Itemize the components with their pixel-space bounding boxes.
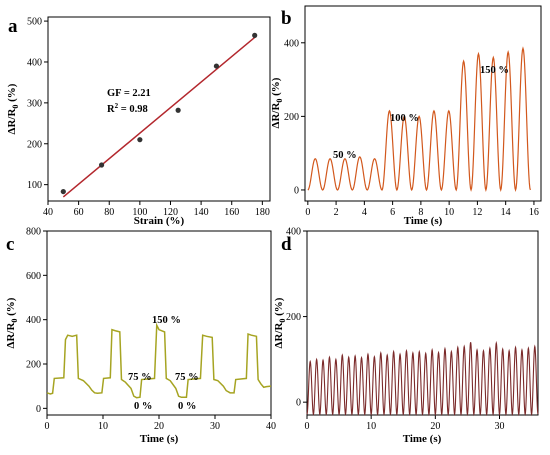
panel-c-x-tick-label: 30 [210, 421, 220, 432]
panel-c-data [46, 322, 272, 399]
panel-c-y-tick-label: 200 [26, 360, 41, 371]
panel-c-annotation-0-first: 0 % [134, 401, 152, 412]
panel-a-plot-frame [47, 16, 271, 202]
panel-a-data-point [137, 137, 143, 143]
panel-b-x-tick-label: 8 [418, 207, 423, 218]
panel-a-data-point [213, 63, 220, 69]
panel-c-x-tick-label: 40 [266, 421, 276, 432]
panel-a-x-axis: 40 60 80 100 120 140 160 180 [43, 201, 270, 218]
panel-d-series-line [306, 340, 539, 417]
panel-c-step-strain-response: c 0 10 20 30 40 0 200 400 600 800 Time (s) ΔR/R0… [5, 227, 276, 446]
panel-a-x-tick-label: 80 [104, 207, 114, 218]
panel-c-annotation-75-second: 75 % [175, 372, 199, 383]
panel-a-x-tick-label: 100 [132, 207, 147, 218]
panel-b-x-tick-label: 6 [390, 207, 395, 218]
panel-d-x-axis: 0 10 20 30 [305, 415, 505, 432]
panel-a-x-axis-title: Strain (%) [134, 215, 185, 227]
panel-d-y-tick-label: 400 [286, 227, 301, 238]
panel-b-data [307, 46, 531, 193]
panel-c-letter: c [6, 234, 14, 255]
panel-c-annotation-0-second: 0 % [178, 401, 196, 412]
panel-c-y-axis-title: ΔR/R0 (%) [5, 297, 19, 348]
panel-c-series-line [46, 322, 272, 399]
panel-c-y-tick-label: 800 [26, 227, 41, 238]
panel-c-y-axis: 0 200 400 600 800 [26, 227, 47, 415]
panel-a-y-tick-label: 400 [27, 57, 42, 68]
panel-b-cyclic-strain-response: b 0 2 4 6 8 10 12 14 16 0 200 400 Time (s) ΔR/R0 (… [270, 5, 542, 227]
panel-c-annotation-75-first: 75 % [128, 372, 152, 383]
panel-d-y-axis-title: ΔR/R0 (%) [273, 297, 287, 348]
panel-b-x-tick-label: 14 [501, 207, 511, 218]
panel-d-long-cycling-response: d 0 10 20 30 0 200 400 Time (s) ΔR/R0 (%) [273, 227, 539, 445]
panel-d-x-axis-title: Time (s) [403, 433, 442, 445]
panel-a-y-axis: 100 200 300 400 500 [27, 17, 48, 191]
panel-b-x-tick-label: 0 [305, 207, 310, 218]
panel-a-data-point [98, 162, 105, 168]
panel-b-plot-frame [304, 5, 542, 202]
panel-c-y-tick-label: 400 [26, 315, 41, 326]
panel-b-x-axis-title: Time (s) [404, 215, 443, 227]
panel-d-y-tick-label: 200 [286, 312, 301, 323]
panel-d-x-tick-label: 10 [366, 421, 376, 432]
panel-d-data [306, 340, 539, 417]
panel-a-x-tick-label: 40 [43, 207, 53, 218]
panel-c-x-axis: 0 10 20 30 40 [45, 415, 276, 432]
panel-c-y-tick-label: 600 [26, 271, 41, 282]
panel-a-x-tick-label: 140 [194, 207, 209, 218]
panel-a-x-tick-label: 180 [255, 207, 270, 218]
panel-b-annotation-50: 50 % [333, 150, 357, 161]
panel-a-y-tick-label: 500 [27, 17, 42, 28]
panel-c-annotation-150: 150 % [152, 315, 181, 326]
panel-c-x-tick-label: 20 [154, 421, 164, 432]
panel-a-data-point [175, 107, 181, 113]
panel-d-letter: d [281, 234, 292, 255]
panel-c-x-axis-title: Time (s) [140, 433, 179, 445]
panel-d-x-tick-label: 0 [305, 421, 310, 432]
panel-c-y-tick-label: 0 [36, 404, 41, 415]
panel-b-y-axis: 0 200 400 [284, 38, 305, 196]
panel-b-x-tick-label: 4 [362, 207, 367, 218]
panel-b-series-line [307, 46, 531, 193]
panel-a-x-tick-label: 60 [74, 207, 84, 218]
panel-a-x-tick-label: 120 [163, 207, 178, 218]
panel-a-strain-calibration: a 40 60 80 100 120 140 160 180 100200300400500 … [6, 16, 271, 227]
panel-b-x-tick-label: 16 [529, 207, 539, 218]
panel-c-x-tick-label: 0 [45, 421, 50, 432]
panel-b-x-tick-label: 2 [334, 207, 339, 218]
panel-b-y-tick-label: 200 [284, 112, 299, 123]
panel-a-gf-annotation: GF = 2.21 [107, 88, 151, 99]
panel-a-x-tick-label: 160 [224, 207, 239, 218]
panel-a-data [60, 32, 258, 198]
panel-b-letter: b [281, 8, 292, 29]
panel-a-y-axis-title: ΔR/R0 (%) [6, 83, 20, 134]
panel-d-x-tick-label: 20 [430, 421, 440, 432]
panel-a-fit-line [62, 36, 256, 198]
panel-d-x-tick-label: 30 [495, 421, 505, 432]
panel-b-x-axis: 0 2 4 6 8 10 12 14 16 [305, 201, 539, 218]
panel-b-annotation-150: 150 % [480, 65, 509, 76]
panel-a-r2-annotation: R2 = 0.98 [107, 102, 148, 115]
panel-a-y-tick-label: 200 [27, 139, 42, 150]
panel-b-x-tick-label: 12 [472, 207, 482, 218]
panel-a-y-tick-label: 300 [27, 98, 42, 109]
panel-a-data-point [252, 32, 258, 39]
panel-d-plot-frame [306, 230, 539, 416]
panel-d-y-axis: 0 200 400 [286, 227, 307, 409]
panel-b-y-axis-title: ΔR/R0 (%) [270, 77, 284, 128]
panel-a-y-tick-label: 100 [27, 180, 42, 191]
panel-b-x-tick-label: 10 [444, 207, 454, 218]
panel-a-letter: a [8, 16, 18, 37]
panel-c-x-tick-label: 10 [98, 421, 108, 432]
panel-b-annotation-100: 100 % [390, 113, 419, 124]
panel-b-y-tick-label: 400 [284, 38, 299, 49]
panel-d-y-tick-label: 0 [296, 398, 301, 409]
panel-a-data-point [60, 188, 66, 195]
panel-b-y-tick-label: 0 [294, 185, 299, 196]
